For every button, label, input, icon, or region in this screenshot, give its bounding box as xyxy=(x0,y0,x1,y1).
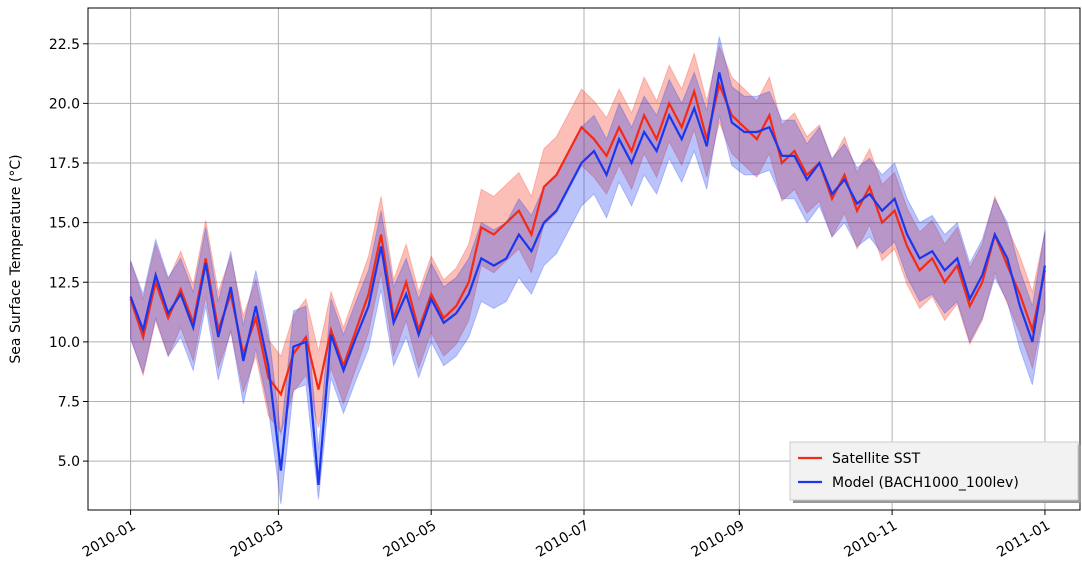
legend-label: Model (BACH1000_100lev) xyxy=(832,475,1019,491)
x-tick-label: 2010-01 xyxy=(80,518,139,561)
y-tick-label: 12.5 xyxy=(49,275,80,291)
y-tick-label: 22.5 xyxy=(49,37,80,53)
legend: Satellite SST Model (BACH1000_100lev) xyxy=(789,441,1081,503)
legend-label: Satellite SST xyxy=(832,451,921,467)
legend-box xyxy=(789,441,1079,501)
y-tick-label: 20.0 xyxy=(49,96,80,112)
line xyxy=(129,72,1047,486)
y-tick-label: 10.0 xyxy=(49,335,80,351)
x-tick-label: 2010-09 xyxy=(689,518,748,561)
y-tick-label: 15.0 xyxy=(49,216,80,232)
y-tick-label: 7.5 xyxy=(58,394,80,410)
x-tick-label: 2010-07 xyxy=(533,518,592,561)
x-tick-label: 2010-05 xyxy=(381,518,440,561)
plot-frame xyxy=(87,7,1081,511)
x-tick-label: 2010-11 xyxy=(841,518,900,561)
y-tick-label: 5.0 xyxy=(58,454,80,470)
x-tick-label: 2011-01 xyxy=(994,518,1053,561)
y-axis-label: Sea Surface Temperature (°C) xyxy=(8,154,24,363)
x-tick-label: 2010-03 xyxy=(228,518,287,561)
line xyxy=(129,80,1047,397)
band xyxy=(130,36,1046,505)
y-tick-label: 17.5 xyxy=(49,156,80,172)
band xyxy=(130,44,1046,434)
